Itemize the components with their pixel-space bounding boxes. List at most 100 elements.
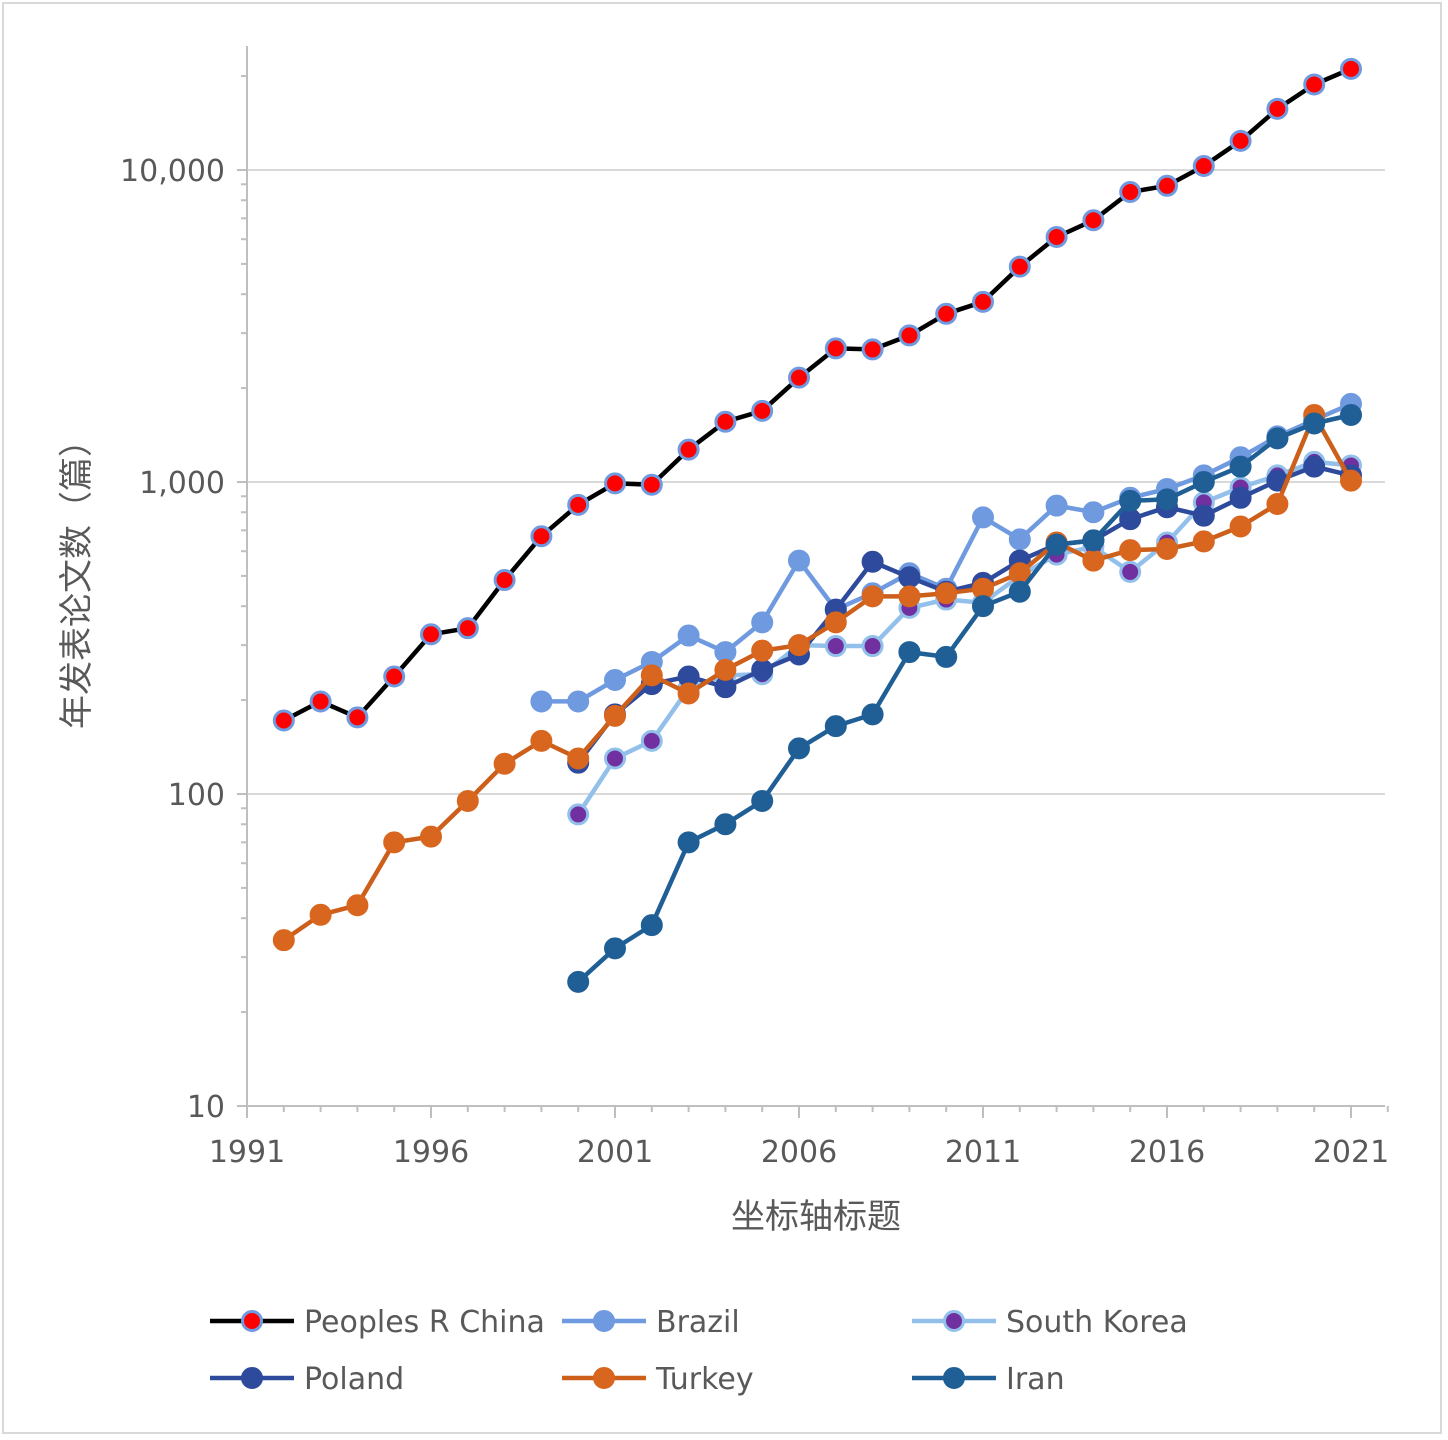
series-4 <box>272 403 1362 952</box>
y-axis-title: 年发表论文数（篇） <box>57 423 97 729</box>
data-point <box>1045 494 1068 517</box>
data-point <box>1008 580 1031 603</box>
legend-swatch-marker <box>241 1367 263 1389</box>
data-point <box>530 729 553 752</box>
data-point <box>493 752 516 775</box>
legend-item: Iran <box>912 1362 1065 1397</box>
data-point <box>1192 471 1215 493</box>
y-tick-label: 1,000 <box>139 466 225 501</box>
data-point <box>604 937 626 960</box>
legend: Peoples R China Brazil South Korea Poland Tu… <box>210 1305 1188 1397</box>
data-point <box>1229 486 1252 509</box>
data-point <box>1156 174 1178 197</box>
data-point <box>1008 255 1031 278</box>
data-point <box>1119 508 1142 531</box>
data-point <box>567 747 590 770</box>
data-point <box>677 831 700 854</box>
data-point <box>1119 560 1142 583</box>
data-point <box>677 624 700 647</box>
data-point <box>383 665 406 688</box>
data-point <box>1082 529 1105 552</box>
data-point <box>751 658 774 681</box>
legend-label: Turkey <box>655 1362 754 1397</box>
data-point <box>788 366 810 389</box>
data-point <box>1340 403 1362 426</box>
data-point <box>824 611 847 634</box>
data-point <box>640 664 663 687</box>
legend-item: Brazil <box>562 1305 740 1340</box>
legend-label: Iran <box>1006 1362 1065 1397</box>
data-point <box>309 690 332 713</box>
data-point <box>898 585 921 608</box>
series-line <box>576 412 1352 984</box>
data-point <box>567 970 590 993</box>
legend-swatch-marker <box>593 1310 615 1332</box>
data-point <box>1119 181 1142 204</box>
data-point <box>898 641 921 664</box>
data-point <box>972 595 994 618</box>
data-point <box>1156 488 1178 511</box>
data-point <box>309 903 332 926</box>
data-point <box>677 438 700 461</box>
data-point <box>824 337 847 360</box>
data-point <box>714 813 737 836</box>
data-point <box>1082 501 1105 524</box>
data-point <box>640 729 663 752</box>
x-tick-label: 1996 <box>393 1135 469 1170</box>
data-point <box>788 634 810 657</box>
data-point <box>346 706 369 729</box>
data-point <box>640 473 663 496</box>
data-point <box>530 690 553 713</box>
data-point <box>567 690 590 713</box>
legend-item: Poland <box>210 1362 404 1397</box>
data-point <box>604 704 626 727</box>
series-line <box>576 464 1352 765</box>
data-point <box>1340 57 1362 80</box>
series-5 <box>567 403 1362 993</box>
x-tick-label: 2021 <box>1313 1135 1389 1170</box>
data-point <box>456 617 479 640</box>
data-point <box>972 506 994 529</box>
data-point <box>751 789 774 812</box>
data-point <box>604 668 626 691</box>
data-point <box>751 399 774 422</box>
data-point <box>346 894 369 917</box>
data-point <box>714 658 737 681</box>
data-point <box>1266 97 1289 120</box>
data-point <box>1045 225 1068 248</box>
data-point <box>420 825 442 848</box>
data-point <box>788 549 810 572</box>
data-point <box>567 803 590 826</box>
data-point <box>824 715 847 738</box>
data-point <box>1266 493 1289 516</box>
data-point <box>1082 209 1105 232</box>
data-point <box>824 635 847 658</box>
legend-item: Turkey <box>562 1362 754 1397</box>
data-point <box>861 338 884 361</box>
series-0 <box>272 57 1362 732</box>
data-point <box>788 737 810 760</box>
legend-label: Peoples R China <box>304 1305 545 1340</box>
data-point <box>677 682 700 705</box>
data-point <box>751 611 774 634</box>
data-point <box>640 914 663 937</box>
data-point <box>1119 489 1142 512</box>
x-tick-label: 2011 <box>945 1135 1021 1170</box>
data-point <box>972 290 994 313</box>
legend-item: Peoples R China <box>210 1305 545 1340</box>
data-point <box>567 493 590 516</box>
data-point <box>1192 154 1215 177</box>
data-point <box>272 929 295 952</box>
legend-swatch-marker <box>593 1367 615 1389</box>
data-point <box>1303 455 1326 478</box>
series-3 <box>567 455 1362 774</box>
data-point <box>898 566 921 589</box>
data-point <box>1192 504 1215 527</box>
data-point <box>383 831 406 854</box>
data-point <box>1119 539 1142 562</box>
data-point <box>714 410 737 433</box>
data-point <box>1340 469 1362 492</box>
axes: 10 100 1,000 10,000 1991 1996 2001 2006 2011 2016… <box>120 46 1389 1170</box>
